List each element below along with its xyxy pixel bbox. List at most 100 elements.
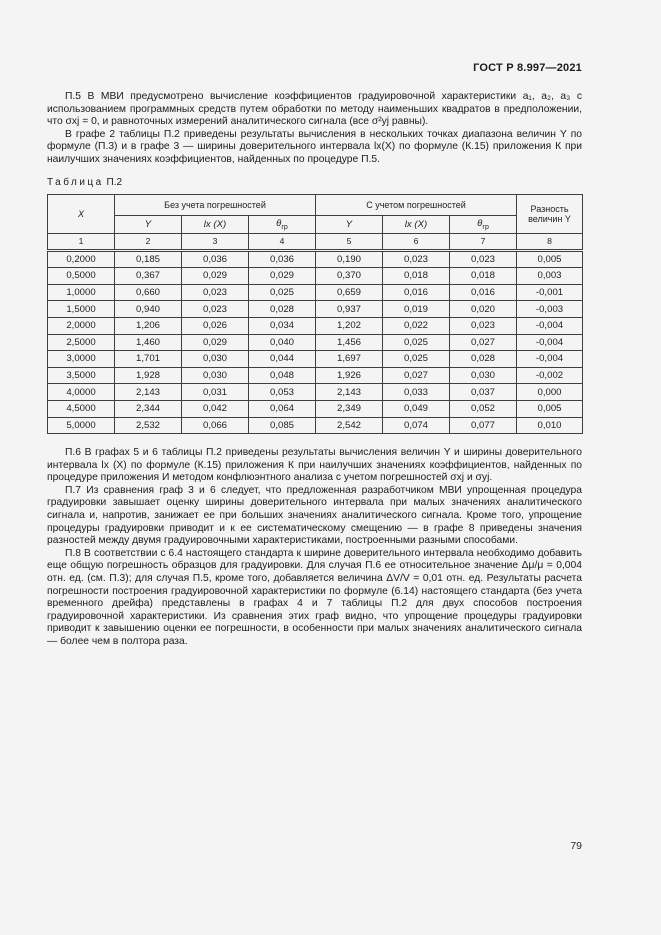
table-row: 3,0000 1,701 0,030 0,044 1,697 0,025 0,028 -0,0… bbox=[47, 350, 584, 368]
table-cell: 1,202 bbox=[315, 316, 383, 335]
table-cell: 2,344 bbox=[114, 399, 182, 418]
table-cell: 0,367 bbox=[114, 267, 182, 285]
table-cell: 0,5000 bbox=[47, 267, 115, 285]
table-cell: 1,460 bbox=[114, 333, 182, 352]
doc-number-header: ГОСТ Р 8.997—2021 bbox=[473, 62, 582, 74]
table-label: Таблица П.2 bbox=[47, 177, 582, 188]
table-cell: 0,036 bbox=[248, 249, 316, 269]
table-cell: 0,029 bbox=[181, 267, 249, 285]
table-cell: 0,044 bbox=[248, 350, 316, 368]
table-cell: 0,010 bbox=[516, 416, 584, 435]
table-row: 4,5000 2,344 0,042 0,064 2,349 0,049 0,052 0,00… bbox=[47, 399, 584, 418]
table-body: 0,2000 0,185 0,036 0,036 0,190 0,023 0,023 0,00… bbox=[47, 249, 584, 435]
table-cell: -0,004 bbox=[516, 333, 584, 352]
table-cell: 0,185 bbox=[114, 249, 182, 269]
table-cell: 1,928 bbox=[114, 366, 182, 385]
data-table: X Без учета погрешностей С учетом погреш… bbox=[47, 193, 584, 435]
table-cell: 0,066 bbox=[181, 416, 249, 435]
table-cell: 0,025 bbox=[382, 350, 450, 368]
table-cell: 0,023 bbox=[181, 283, 249, 302]
column-number: 4 bbox=[248, 232, 316, 252]
column-number: 5 bbox=[315, 232, 383, 252]
table-row: 1,5000 0,940 0,023 0,028 0,937 0,019 0,020 -0,0… bbox=[47, 300, 584, 318]
table-cell: 0,023 bbox=[382, 249, 450, 269]
table-cell: -0,002 bbox=[516, 366, 584, 385]
table-cell: 2,143 bbox=[315, 383, 383, 401]
table-cell: 2,0000 bbox=[47, 316, 115, 335]
table-cell: 1,0000 bbox=[47, 283, 115, 302]
table-cell: 0,028 bbox=[448, 350, 518, 368]
column-header-x: X bbox=[47, 193, 115, 234]
table-cell: 0,025 bbox=[382, 333, 450, 352]
column-number-row: 1 2 3 4 5 6 7 8 bbox=[47, 232, 584, 252]
table-cell: 0,030 bbox=[448, 366, 518, 385]
column-header-theta-1: θгр bbox=[248, 214, 316, 234]
table-cell: 0,048 bbox=[248, 366, 316, 385]
table-header-sub-row: Y lx (X) θгр Y lx (X) θгр bbox=[48, 214, 583, 234]
column-group-no-errors: Без учета погрешностей bbox=[114, 193, 316, 216]
column-header-y-1: Y bbox=[114, 214, 182, 234]
table-cell: 2,349 bbox=[315, 399, 383, 418]
table-cell: 0,027 bbox=[448, 333, 518, 352]
table-cell: 0,049 bbox=[382, 399, 450, 418]
table-cell: 0,030 bbox=[181, 350, 249, 368]
table-cell: 1,206 bbox=[114, 316, 182, 335]
table-cell: 0,190 bbox=[315, 249, 383, 269]
table-cell: 0,040 bbox=[248, 333, 316, 352]
table-cell: 0,660 bbox=[114, 283, 182, 302]
table-cell: 0,027 bbox=[382, 366, 450, 385]
table-cell: 0,031 bbox=[181, 383, 249, 401]
table-cell: 0,037 bbox=[448, 383, 518, 401]
column-header-lx-1: lx (X) bbox=[181, 214, 249, 234]
table-cell: 0,053 bbox=[248, 383, 316, 401]
table-cell: 0,018 bbox=[382, 267, 450, 285]
column-number: 7 bbox=[448, 232, 518, 252]
table-header: X Без учета погрешностей С учетом погреш… bbox=[47, 193, 584, 252]
table-cell: 2,532 bbox=[114, 416, 182, 435]
table-cell: 1,697 bbox=[315, 350, 383, 368]
table-cell: 0,000 bbox=[516, 383, 584, 401]
table-cell: 2,143 bbox=[114, 383, 182, 401]
table-row: 3,5000 1,928 0,030 0,048 1,926 0,027 0,030 -0,0… bbox=[47, 366, 584, 385]
column-number: 1 bbox=[47, 232, 115, 252]
table-cell: 0,023 bbox=[448, 316, 518, 335]
table-cell: 5,0000 bbox=[47, 416, 115, 435]
table-cell: 0,029 bbox=[248, 267, 316, 285]
table-cell: 1,701 bbox=[114, 350, 182, 368]
table-cell: 0,033 bbox=[382, 383, 450, 401]
table-cell: -0,001 bbox=[516, 283, 584, 302]
table-cell: 0,085 bbox=[248, 416, 316, 435]
table-cell: 3,5000 bbox=[47, 366, 115, 385]
table-cell: -0,004 bbox=[516, 316, 584, 335]
table-cell: 0,020 bbox=[448, 300, 518, 318]
table-cell: 0,003 bbox=[516, 267, 584, 285]
table-cell: 3,0000 bbox=[47, 350, 115, 368]
column-number: 3 bbox=[181, 232, 249, 252]
table-cell: 1,926 bbox=[315, 366, 383, 385]
table-row: 2,0000 1,206 0,026 0,034 1,202 0,022 0,023 -0,0… bbox=[47, 316, 584, 335]
table-cell: 0,028 bbox=[248, 300, 316, 318]
table-cell: 0,034 bbox=[248, 316, 316, 335]
table-cell: 0,370 bbox=[315, 267, 383, 285]
table-label-number: П.2 bbox=[106, 176, 123, 188]
table-cell: 0,659 bbox=[315, 283, 383, 302]
table-cell: 1,5000 bbox=[47, 300, 115, 318]
column-group-with-errors: С учетом погрешностей bbox=[314, 193, 518, 216]
table-row: 4,0000 2,143 0,031 0,053 2,143 0,033 0,037 0,00… bbox=[47, 383, 584, 401]
table-cell: 0,005 bbox=[516, 399, 584, 418]
table-cell: 0,2000 bbox=[47, 249, 115, 269]
table-row: 1,0000 0,660 0,023 0,025 0,659 0,016 0,016 -0,0… bbox=[47, 283, 584, 302]
table-cell: 0,019 bbox=[382, 300, 450, 318]
column-number: 8 bbox=[516, 232, 584, 252]
table-cell: 0,937 bbox=[315, 300, 383, 318]
column-header-lx-2: lx (X) bbox=[382, 214, 450, 234]
table-cell: 0,016 bbox=[448, 283, 518, 302]
table-cell: 0,036 bbox=[181, 249, 249, 269]
table-cell: 0,022 bbox=[382, 316, 450, 335]
table-label-word: Таблица bbox=[47, 176, 104, 188]
table-cell: 2,5000 bbox=[47, 333, 115, 352]
table-cell: 4,5000 bbox=[47, 399, 115, 418]
table-cell: 1,456 bbox=[315, 333, 383, 352]
table-cell: 0,016 bbox=[382, 283, 450, 302]
